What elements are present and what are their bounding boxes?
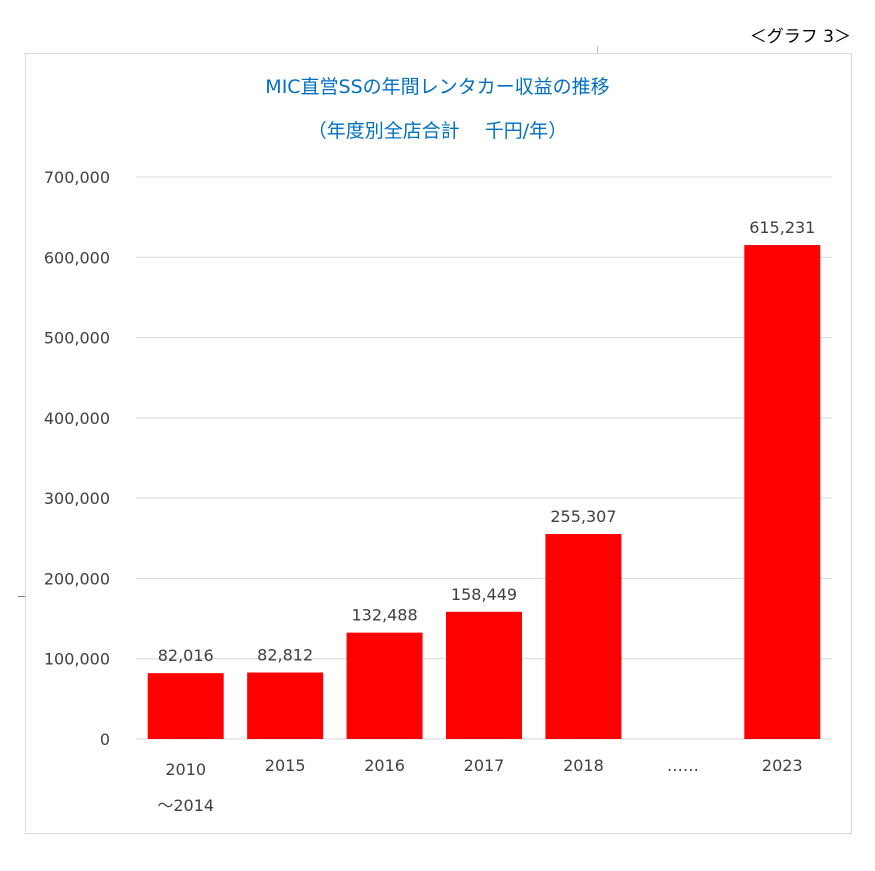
data-label: 158,449 [451,585,517,604]
x-tick-label: …… [667,756,699,775]
y-axis-tick-labels: 0 100,000 200,000 300,000 400,000 500,000 600,… [44,168,110,749]
x-tick-label: 2017 [464,756,505,775]
graph-number-label: ＜グラフ 3＞ [749,27,851,47]
y-tick-label: 400,000 [44,409,110,428]
y-tick-label: 700,000 [44,168,110,187]
y-tick-label: 500,000 [44,329,110,348]
x-axis-tick-labels: 2010 ～2014 2015 2016 2017 2018 …… 2023 [157,756,802,815]
x-tick-label: ～2014 [157,796,214,815]
x-tick-label: 2018 [563,756,604,775]
frame-tick-mark [18,596,25,597]
data-label: 82,812 [257,646,313,665]
y-tick-label: 200,000 [44,569,110,588]
frame-tick-mark [597,46,598,53]
x-tick-label: 2023 [762,756,803,775]
y-tick-label: 100,000 [44,650,110,669]
bar [744,245,821,739]
bar [147,673,224,739]
chart-title: MIC直営SSの年間レンタカー収益の推移 [265,76,610,98]
x-tick-label: 2015 [265,756,306,775]
bar [446,611,522,739]
data-label: 82,016 [158,646,214,665]
bar [545,534,622,739]
data-label: 615,231 [749,218,815,237]
y-tick-label: 600,000 [44,248,110,267]
bar [247,672,324,739]
bars [147,245,821,739]
x-tick-label: 2016 [364,756,405,775]
y-tick-label: 300,000 [44,489,110,508]
x-tick-label: 2010 [165,760,206,779]
bar [346,632,423,739]
data-label: 255,307 [550,507,616,526]
y-tick-label: 0 [100,730,110,749]
chart-subtitle: （年度別全店合計 千円/年） [307,120,568,142]
data-labels: 82,016 82,812 132,488 158,449 255,307 615,231 [158,218,816,665]
data-label: 132,488 [351,606,417,625]
